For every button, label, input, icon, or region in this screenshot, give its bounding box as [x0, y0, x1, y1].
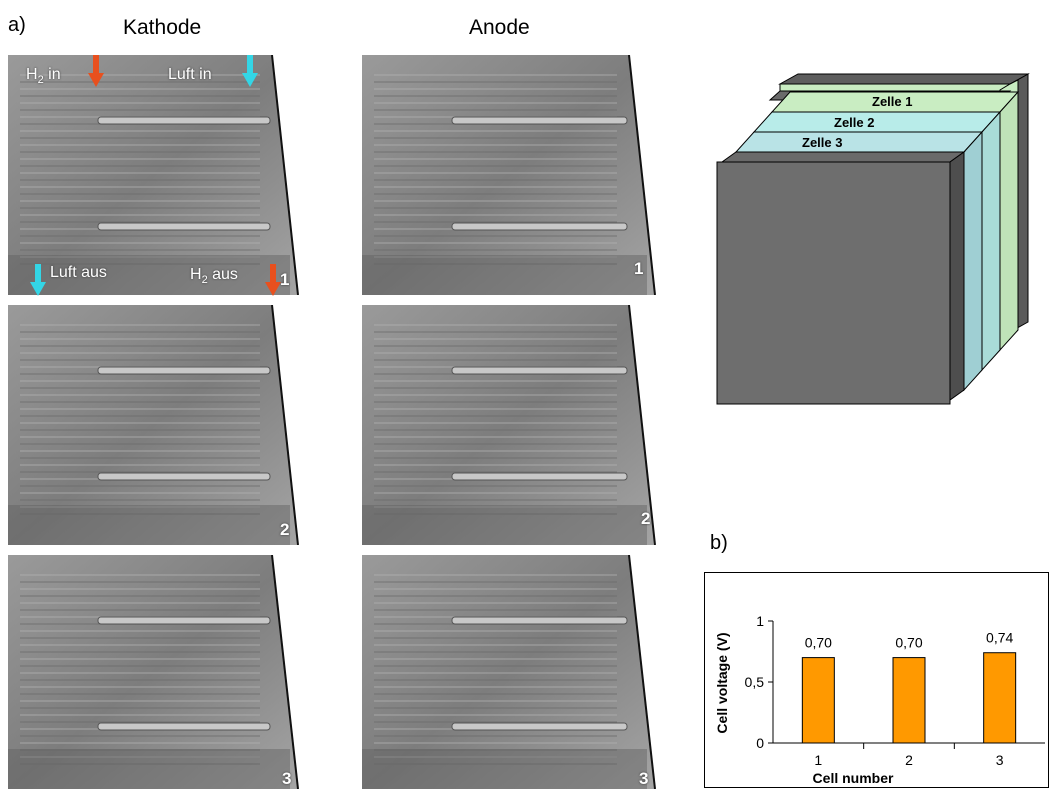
kathode-column-title: Kathode — [123, 16, 202, 39]
kathode-row-number-1: 1 — [280, 270, 290, 289]
anode-row-number-3: 3 — [639, 769, 649, 788]
y-tick-label-0: 0 — [756, 735, 764, 751]
kathode-row-number-3: 3 — [282, 769, 292, 788]
cell-voltage-chart: 0 0,5 1 0,70 1 0,70 2 0,74 3 Cell voltage (V) Ce… — [704, 572, 1049, 788]
bar-cell-1 — [801, 657, 835, 744]
luft-aus-label: Luft aus — [50, 264, 107, 281]
x-tick-label-2: 2 — [905, 752, 913, 768]
x-tick-label-3: 3 — [996, 752, 1004, 768]
cell-stack-diagram: Zelle 1 Zelle 2 Zelle 3 — [716, 73, 1030, 405]
anode-row-number-2: 2 — [641, 509, 651, 528]
panel-a-label: a) — [8, 14, 26, 36]
y-axis-label: Cell voltage (V) — [714, 632, 730, 733]
kathode-scan-2 — [8, 305, 300, 545]
data-label-2: 0,70 — [895, 635, 922, 651]
zelle-1-top — [779, 83, 1011, 92]
bar-cell-2 — [892, 657, 926, 744]
zelle-3-label: Zelle 3 — [802, 135, 842, 150]
x-tick-label-1: 1 — [814, 752, 822, 768]
cell-voltage-chart-svg: 0 0,5 1 0,70 1 0,70 2 0,74 3 Cell voltage (V) Ce… — [714, 613, 1045, 786]
anode-scan-2 — [362, 305, 657, 545]
luft-in-arrow-icon — [242, 55, 258, 87]
h2-aus-label: H2 aus — [190, 266, 238, 287]
h2-in-label: H2 in — [26, 66, 61, 87]
kathode-scan-3 — [8, 555, 300, 789]
zelle-2-label: Zelle 2 — [834, 115, 874, 130]
h2-aus-arrow-icon — [265, 264, 281, 296]
y-tick-label-2: 1 — [756, 613, 764, 629]
panel-b-label: b) — [710, 532, 728, 554]
data-label-1: 0,70 — [805, 635, 832, 651]
bar-cell-3 — [983, 652, 1017, 744]
anode-scan-3 — [362, 555, 657, 789]
anode-column-title: Anode — [469, 16, 530, 39]
y-tick-label-1: 0,5 — [745, 674, 765, 690]
h2-in-arrow-icon — [88, 55, 104, 87]
x-axis-label: Cell number — [813, 770, 894, 786]
zelle-1-label: Zelle 1 — [872, 94, 912, 109]
kathode-row-number-2: 2 — [280, 520, 290, 539]
luft-aus-arrow-icon — [30, 264, 46, 296]
luft-in-label: Luft in — [168, 66, 212, 83]
data-label-3: 0,74 — [986, 630, 1013, 646]
anode-scan-1 — [362, 55, 657, 295]
anode-row-number-1: 1 — [634, 259, 644, 278]
kathode-scan-1 — [8, 55, 300, 295]
